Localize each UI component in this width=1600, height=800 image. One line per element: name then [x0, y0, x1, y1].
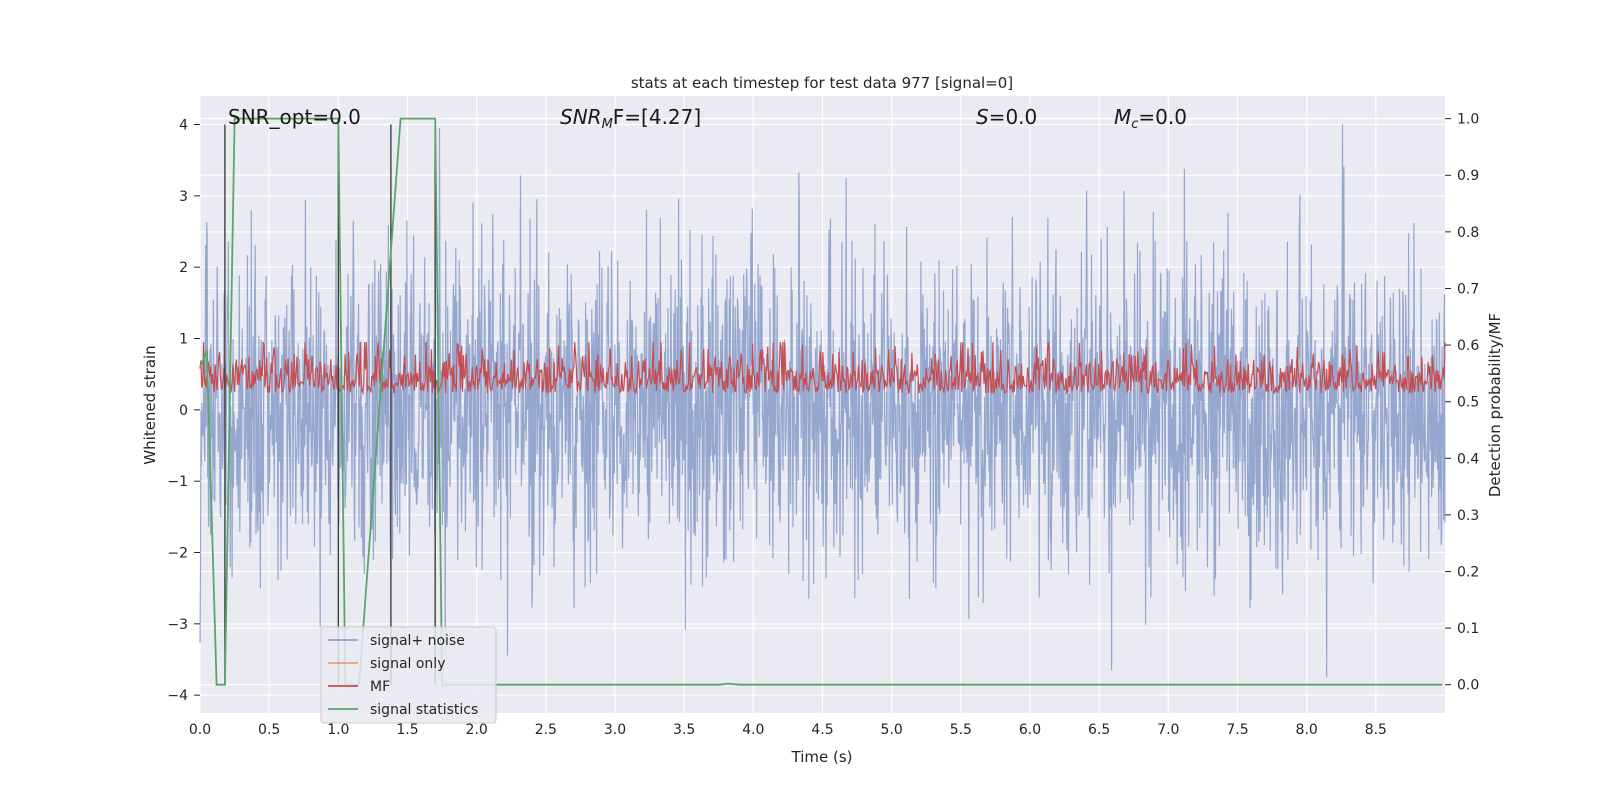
x-tick-label: 3.0: [604, 722, 626, 738]
series-signal-noise: [199, 124, 1446, 678]
y-tick-label-right: 0.2: [1457, 564, 1479, 580]
y-tick-label-right: 0.5: [1457, 395, 1479, 411]
annotation-mc: Mc=0.0: [1114, 105, 1187, 132]
signal-statistics-line: [199, 117, 1443, 686]
signal-noise-line: [199, 124, 1446, 678]
y-tick-label-right: 1.0: [1457, 112, 1479, 128]
x-tick-label: 7.0: [1157, 722, 1179, 738]
annotation-snr-opt: SNR_opt=0.0: [228, 105, 361, 129]
axis-ticks: 0.0 0.5 1.0 1.5 2.0 2.5 3.0 3.5 4.0 4.5 5.0 5.5 6.0 6…: [167, 112, 1479, 738]
x-tick-label: 1.0: [327, 722, 349, 738]
x-axis-label: Time (s): [791, 748, 853, 766]
y-tick-label-right: 0.4: [1457, 451, 1479, 467]
legend-label-signal-statistics: signal statistics: [370, 702, 478, 718]
legend-label-signal-noise: signal+ noise: [370, 633, 465, 649]
x-tick-label: 8.5: [1365, 722, 1387, 738]
y-axis-label-right: Detection probability/MF: [1486, 313, 1504, 497]
x-tick-label: 2.0: [466, 722, 488, 738]
y-tick-label-left: −2: [167, 546, 188, 562]
y-tick-label-left: 3: [179, 189, 188, 205]
x-tick-label: 4.0: [742, 722, 764, 738]
vertical-markers: [224, 124, 436, 685]
legend: signal+ noise signal only MF signal stat…: [320, 626, 497, 724]
series-signal-statistics: [199, 117, 1443, 686]
y-tick-label-right: 0.7: [1457, 281, 1479, 297]
mf-line: [199, 342, 1446, 396]
x-tick-label: 8.0: [1296, 722, 1318, 738]
legend-label-mf: MF: [370, 679, 390, 695]
y-tick-label-left: 0: [179, 403, 188, 419]
y-tick-label-right: 0.1: [1457, 621, 1479, 637]
y-tick-label-left: 4: [179, 118, 188, 134]
y-tick-label-left: −1: [167, 474, 188, 490]
legend-label-signal-only: signal only: [370, 656, 445, 672]
x-tick-label: 0.5: [258, 722, 280, 738]
x-tick-label: 5.0: [881, 722, 903, 738]
y-axis-label-left: Whitened strain: [141, 345, 159, 464]
x-tick-label: 6.0: [1019, 722, 1041, 738]
y-tick-label-right: 0.3: [1457, 508, 1479, 524]
y-tick-label-right: 0.8: [1457, 225, 1479, 241]
annotations: SNR_opt=0.0 SNRMF=[4.27] S=0.0 Mc=0.0: [228, 105, 1187, 132]
x-tick-label: 4.5: [811, 722, 833, 738]
y-tick-label-left: −4: [167, 688, 188, 704]
series-mf: [199, 342, 1446, 396]
y-tick-label-right: 0.9: [1457, 168, 1479, 184]
x-tick-label: 1.5: [396, 722, 418, 738]
legend-box: [320, 626, 497, 724]
annotation-snr-mf: SNRMF=[4.27]: [560, 105, 701, 132]
y-tick-label-right: 0.6: [1457, 338, 1479, 354]
annotation-s: S=0.0: [976, 105, 1037, 129]
y-tick-label-left: 1: [179, 332, 188, 348]
x-tick-label: 7.5: [1226, 722, 1248, 738]
x-tick-label: 0.0: [189, 722, 211, 738]
x-tick-label: 2.5: [535, 722, 557, 738]
y-tick-label-right: 0.0: [1457, 678, 1479, 694]
x-tick-label: 5.5: [950, 722, 972, 738]
x-tick-label: 3.5: [673, 722, 695, 738]
y-tick-label-left: 2: [179, 260, 188, 276]
x-tick-label: 6.5: [1088, 722, 1110, 738]
y-tick-label-left: −3: [167, 617, 188, 633]
chart-title: stats at each timestep for test data 977…: [631, 74, 1013, 92]
